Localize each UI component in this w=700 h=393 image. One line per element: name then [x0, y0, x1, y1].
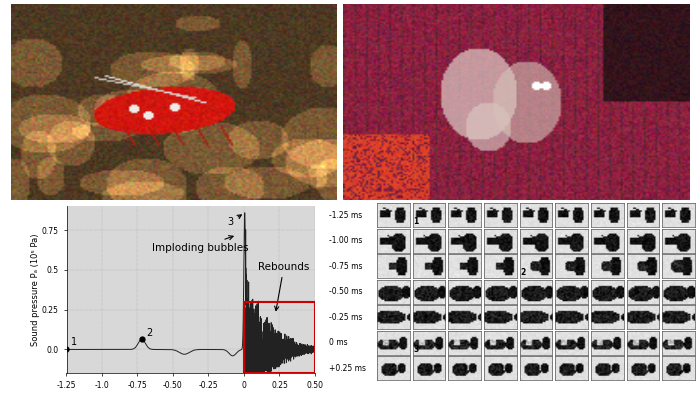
Text: Rebounds: Rebounds [258, 262, 309, 310]
Text: Imploding bubbles: Imploding bubbles [152, 236, 248, 253]
Text: -1.25 ms: -1.25 ms [329, 211, 363, 220]
Text: 1: 1 [414, 217, 419, 226]
Text: +0.25 ms: +0.25 ms [329, 364, 366, 373]
Text: 1: 1 [71, 337, 77, 347]
Bar [244, 302, 315, 373]
Text: 3: 3 [414, 345, 419, 354]
Text: -0.75 ms: -0.75 ms [329, 262, 363, 271]
Text: 2: 2 [146, 327, 153, 338]
Text: 3: 3 [227, 215, 242, 227]
Text: -0.50 ms: -0.50 ms [329, 287, 363, 296]
Y-axis label: Sound pressure Pₐ (10⁵ Pa): Sound pressure Pₐ (10⁵ Pa) [32, 233, 41, 346]
Text: -0.25 ms: -0.25 ms [329, 313, 363, 322]
Text: -1.00 ms: -1.00 ms [329, 236, 363, 245]
Text: 2: 2 [520, 268, 526, 277]
Text: 0 ms: 0 ms [329, 338, 348, 347]
